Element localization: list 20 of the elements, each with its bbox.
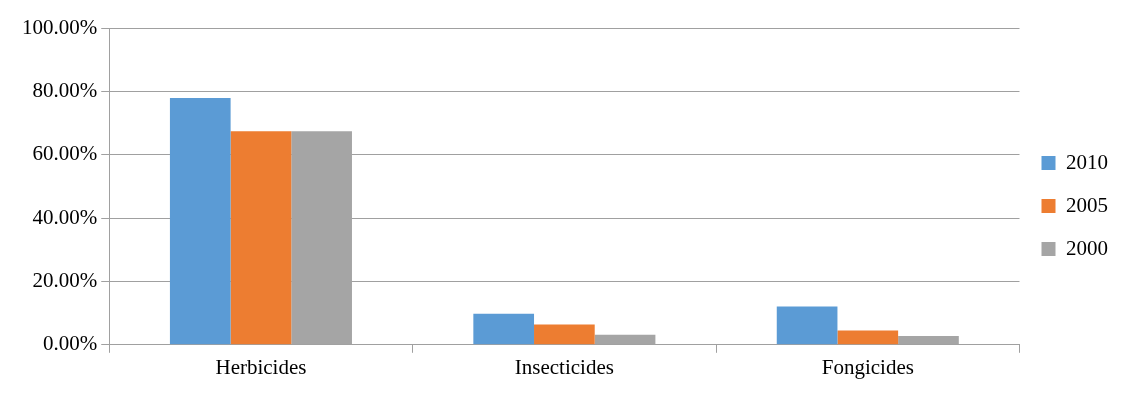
- bar: [776, 306, 838, 345]
- bar: [473, 313, 535, 345]
- y-tick-label: 80.00%: [32, 77, 98, 102]
- y-tick-label: 60.00%: [32, 141, 98, 166]
- bar: [898, 335, 959, 345]
- y-tick-label: 0.00%: [42, 331, 98, 356]
- bar: [230, 131, 292, 345]
- legend-label: 2005: [1066, 192, 1108, 217]
- bar: [534, 324, 595, 345]
- x-tick-label: Insecticides: [514, 354, 614, 379]
- legend-label: 2000: [1066, 235, 1108, 260]
- y-tick-label: 20.00%: [32, 267, 98, 292]
- y-tick-label: 40.00%: [32, 204, 98, 229]
- bar: [837, 330, 899, 345]
- y-tick-label: 100.00%: [21, 14, 98, 39]
- legend-label: 2010: [1066, 149, 1108, 174]
- bar: [594, 334, 656, 345]
- x-tick-label: Herbicides: [215, 354, 307, 379]
- x-tick-label: Fongicides: [821, 354, 914, 379]
- bar: [169, 98, 231, 345]
